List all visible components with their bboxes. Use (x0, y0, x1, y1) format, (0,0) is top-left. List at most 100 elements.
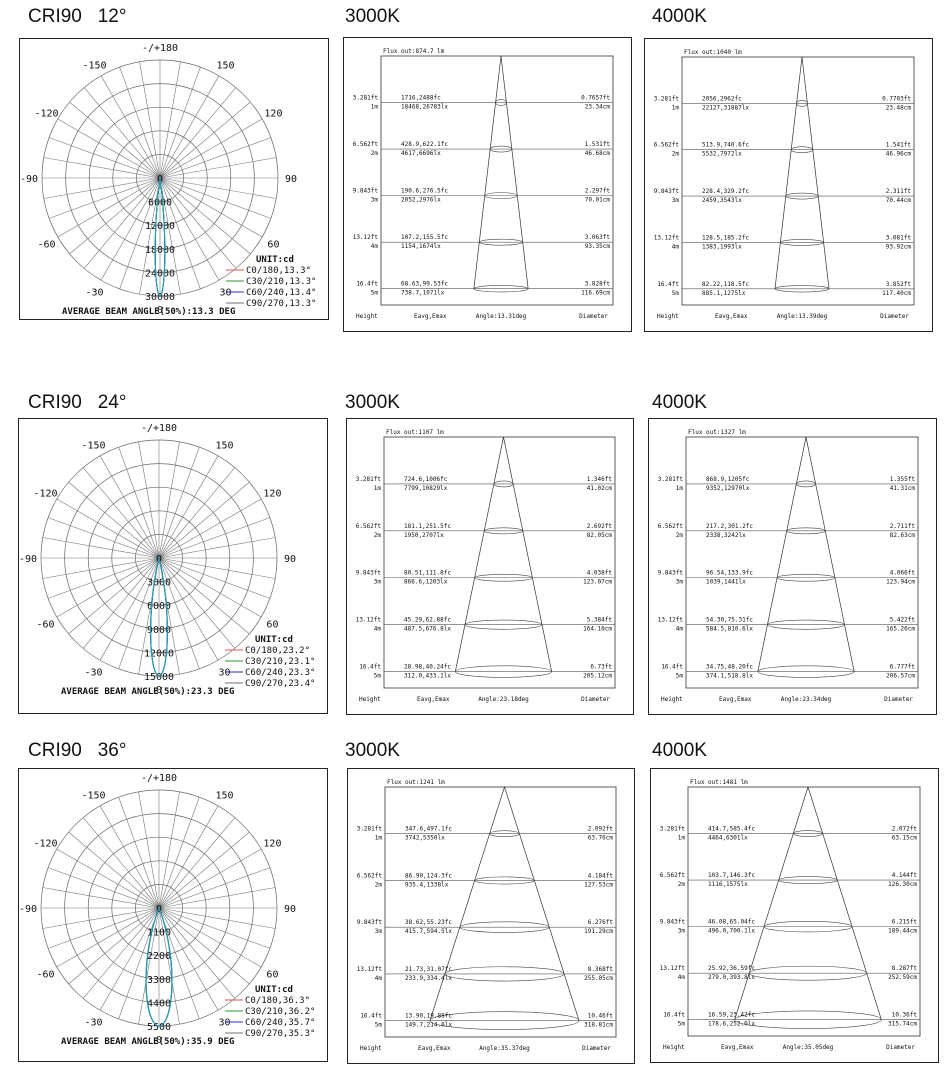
beam-ellipse (774, 285, 830, 293)
illuminance-fc: 414.7,585.4fc (708, 826, 755, 833)
polar-spoke (158, 907, 236, 999)
polar-spoke (158, 557, 250, 635)
diameter-cm: 206.57cm (886, 673, 915, 680)
polar-spoke (68, 557, 160, 635)
distance-m: 3m (371, 197, 379, 204)
illuminance-fc: 38.62,55.23fc (405, 919, 452, 926)
illuminance-lx: 7799,10829lx (404, 485, 448, 492)
illuminance-cone-diagram: Flux out:1481 lm 3.281ft 1m 414.7,585.4fc 44… (650, 768, 939, 1063)
illuminance-fc: 28.98,40.24fc (404, 664, 451, 671)
diameter-cm: 205.12cm (583, 673, 612, 680)
cone-edge-left (429, 786, 505, 1021)
polar-spoke (159, 75, 220, 179)
polar-spoke (158, 498, 262, 559)
distance-ft: 3.281ft (356, 476, 382, 483)
cone-chart-title-3000k: 3000K (345, 740, 400, 761)
angle-label: 120 (263, 489, 281, 500)
distance-ft: 3.281ft (658, 476, 684, 483)
polar-spoke (159, 177, 271, 219)
illuminance-lx: 4464,6301lx (708, 835, 748, 842)
diameter-ft: 10.36ft (892, 1012, 918, 1019)
cone-frame (384, 786, 617, 1038)
footer-eavg-emax: Eavg,Emax (418, 1045, 451, 1052)
distance-ft: 13.12ft (357, 966, 383, 973)
angle-label: 150 (216, 61, 234, 72)
angle-label: -120 (35, 109, 59, 120)
polar-spoke (48, 517, 160, 559)
diameter-ft: 4.144ft (892, 872, 918, 879)
polar-spoke (68, 831, 160, 909)
distance-m: 1m (374, 485, 382, 492)
polar-spoke (138, 791, 160, 909)
polar-spoke (158, 467, 236, 559)
cone-edge-left (774, 56, 803, 289)
diameter-ft: 2.692ft (587, 523, 613, 530)
angle-label: -30 (84, 667, 102, 678)
polar-spoke (48, 907, 160, 949)
polar-spoke (159, 137, 271, 179)
beam-angle: Angle:35.37deg (479, 1045, 530, 1052)
polar-spoke (158, 907, 250, 985)
beam-ellipse (495, 99, 507, 106)
distance-m: 2m (375, 881, 383, 888)
angle-label: -30 (85, 287, 103, 298)
illuminance-lx: 487.5,676.8lx (404, 626, 451, 633)
polar-spoke (100, 75, 161, 179)
polar-spoke (82, 557, 160, 649)
diameter-ft: 5.384ft (587, 617, 613, 624)
diameter-cm: 63.15cm (892, 835, 918, 842)
section-title: CRI90 36° (28, 740, 127, 761)
distance-m: 1m (676, 485, 684, 492)
distance-ft: 16.4ft (359, 664, 381, 671)
angle-label: -150 (82, 61, 106, 72)
polar-spoke (118, 797, 160, 909)
illuminance-cone-diagram: Flux out:1040 lm 3.281ft 1m 2056,2962fc 2212… (644, 38, 933, 332)
polar-spoke (56, 498, 160, 559)
polar-spoke (158, 797, 200, 909)
illuminance-lx: 4617,6696lx (401, 150, 441, 157)
cone-frame (380, 55, 614, 306)
distance-ft: 9.843ft (353, 188, 379, 195)
cone-edge-right (503, 436, 552, 672)
section-title: CRI90 12° (28, 6, 127, 27)
illuminance-lx: 1039,1441lx (706, 579, 746, 586)
beam-ellipse (429, 1011, 580, 1030)
illuminance-lx: 2052,2976lx (401, 197, 441, 204)
illuminance-lx: 149.7,214.0lx (405, 1022, 452, 1029)
distance-ft: 9.843ft (658, 570, 684, 577)
diameter-cm: 46.96cm (886, 151, 912, 158)
polar-spoke (83, 177, 161, 269)
angle-label: -120 (34, 839, 58, 850)
illuminance-fc: 25.92,36.59fc (708, 965, 755, 972)
footer-height: Height (661, 696, 683, 703)
angle-label: 0 (156, 1035, 162, 1046)
beam-angle: Angle:35.05deg (783, 1044, 834, 1051)
polar-spoke (158, 907, 200, 1019)
illuminance-lx: 2338,3242lx (706, 532, 746, 539)
diameter-cm: 189.44cm (888, 928, 917, 935)
distance-ft: 16.4ft (356, 281, 378, 288)
cone-frame (383, 436, 616, 689)
polar-spoke (42, 907, 160, 929)
polar-spoke (158, 907, 276, 929)
polar-spoke (82, 817, 160, 909)
polar-spoke (159, 177, 220, 281)
polar-spoke (48, 867, 160, 909)
diameter-ft: 2.072ft (892, 826, 918, 833)
polar-distribution-diagram: -/+180 -150 150 -120 120 -90 90 -60 60 -30 30 0 0 110… (18, 768, 328, 1062)
distance-m: 4m (375, 975, 383, 982)
legend-entry: C60/240,13.4° (246, 288, 316, 298)
illuminance-fc: 181.1,251.5fc (404, 523, 451, 530)
beam-angle: Angle:23.18deg (478, 696, 529, 703)
distance-m: 5m (678, 1021, 686, 1028)
polar-spoke (158, 907, 270, 949)
flux-output: Flux out:1107 lm (386, 429, 444, 436)
polar-spoke (56, 848, 160, 909)
flux-output: Flux out:1327 lm (688, 429, 746, 436)
polar-spoke (83, 87, 161, 179)
diameter-ft: 3.852ft (886, 281, 912, 288)
polar-spoke (159, 177, 277, 199)
angle-label: 150 (215, 441, 233, 452)
distance-ft: 16.4ft (360, 1013, 382, 1020)
diameter-cm: 116.69cm (581, 290, 610, 297)
